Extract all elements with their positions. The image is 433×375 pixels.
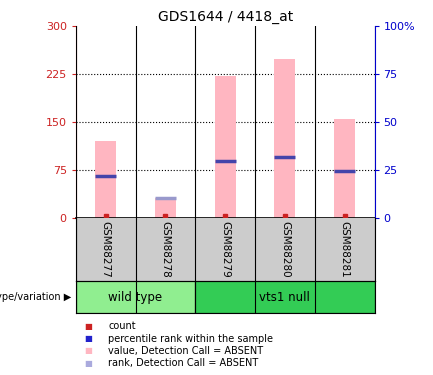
Text: percentile rank within the sample: percentile rank within the sample (108, 334, 273, 344)
Bar (95, 141, 116, 218)
Bar (155, 198, 176, 217)
Text: wild type: wild type (108, 291, 163, 304)
Text: ■: ■ (84, 346, 92, 355)
Text: GSM88278: GSM88278 (160, 220, 171, 278)
Bar (275, 59, 295, 217)
Bar (76, 281, 195, 313)
Text: value, Detection Call = ABSENT: value, Detection Call = ABSENT (108, 346, 263, 356)
Text: ■: ■ (84, 322, 92, 331)
Text: rank, Detection Call = ABSENT: rank, Detection Call = ABSENT (108, 358, 259, 368)
Title: GDS1644 / 4418_at: GDS1644 / 4418_at (158, 10, 293, 24)
Text: GSM88279: GSM88279 (220, 220, 230, 278)
Text: ■: ■ (84, 359, 92, 368)
Bar (195, 281, 375, 313)
Bar (215, 76, 236, 217)
Text: GSM88277: GSM88277 (100, 220, 111, 278)
Text: vts1 null: vts1 null (259, 291, 310, 304)
Text: ■: ■ (84, 334, 92, 343)
Text: count: count (108, 321, 136, 331)
Text: GSM88281: GSM88281 (339, 220, 350, 278)
Text: genotype/variation ▶: genotype/variation ▶ (0, 292, 71, 302)
Bar (334, 118, 355, 218)
Text: GSM88280: GSM88280 (280, 220, 290, 278)
